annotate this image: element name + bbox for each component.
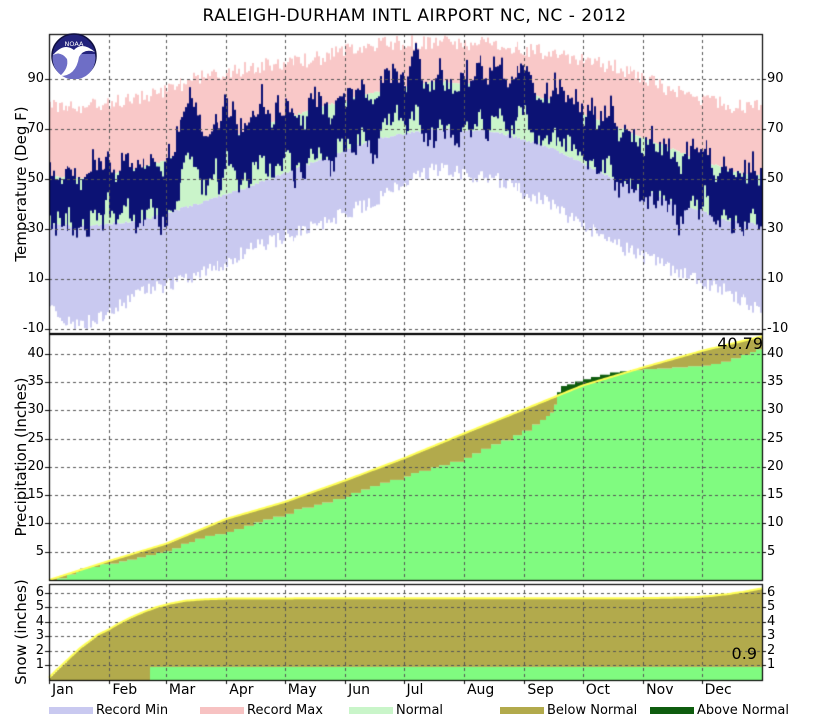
temperature-ytick-label-left: 50	[27, 171, 44, 187]
temperature-ytick-label-left: -10	[22, 321, 44, 337]
precipitation-ytick-label-right: 10	[767, 515, 784, 531]
noaa-seagull-icon	[53, 45, 95, 76]
precipitation-ytick-label-left: 20	[27, 458, 44, 474]
legend-item-normal: Normal	[349, 702, 443, 718]
month-label-feb: Feb	[112, 682, 138, 698]
noaa-logo: NOAA	[51, 33, 97, 79]
precip-total-annotation: 40.79	[717, 334, 763, 353]
precipitation-ytick-label-right: 25	[767, 430, 784, 446]
precipitation-ytick-label-right: 40	[767, 345, 784, 361]
legend-label: Record Min	[96, 702, 169, 718]
precipitation-ytick-label-right: 15	[767, 487, 784, 503]
month-label-mar: Mar	[168, 682, 196, 698]
precipitation-ytick-label-right: 30	[767, 402, 784, 418]
snow-ytick-label-right: 3	[767, 628, 776, 644]
temperature-ytick-label-right: 70	[767, 121, 784, 137]
page-title: RALEIGH-DURHAM INTL AIRPORT NC, NC - 201…	[202, 6, 627, 26]
precipitation-ytick-label-left: 40	[27, 345, 44, 361]
month-label-jan: Jan	[52, 682, 74, 698]
legend-item-below-normal: Below Normal	[500, 702, 637, 718]
snow-total-annotation: 0.9	[731, 644, 757, 663]
snow-ytick-label-right: 2	[767, 642, 776, 658]
precipitation-ytick-label-right: 20	[767, 458, 784, 474]
legend-label: Above Normal	[697, 702, 789, 718]
temperature-ytick-label-left: 30	[27, 221, 44, 237]
legend-label: Normal	[396, 702, 444, 718]
legend-swatch	[49, 706, 93, 714]
temperature-ytick-label-left: 90	[27, 71, 44, 87]
snow-ytick-label-left: 2	[35, 642, 44, 658]
snow-ytick-label-left: 5	[35, 599, 44, 615]
legend-swatch	[500, 706, 544, 714]
snow-ytick-label-right: 5	[767, 599, 776, 615]
snow-ytick-label-right: 1	[767, 657, 776, 673]
month-label-sep: Sep	[527, 682, 554, 698]
temperature-ytick-label-right: 90	[767, 71, 784, 87]
temperature-ytick-label-left: 10	[27, 271, 44, 287]
precipitation-ytick-label-left: 35	[27, 374, 44, 390]
snow-ytick-label-right: 4	[767, 613, 776, 629]
month-label-nov: Nov	[646, 682, 674, 698]
month-label-apr: Apr	[229, 682, 254, 698]
precipitation-ytick-label-left: 5	[35, 543, 44, 559]
precipitation-ytick-label-left: 30	[27, 402, 44, 418]
precipitation-ytick-label-right: 35	[767, 374, 784, 390]
noaa-logo-text: NOAA	[65, 40, 84, 48]
legend-item-record-max: Record Max	[200, 702, 323, 718]
snow-ytick-label-left: 1	[35, 657, 44, 673]
temperature-ytick-label-right: -10	[767, 321, 789, 337]
legend-item-record-min: Record Min	[49, 702, 168, 718]
month-label-jul: Jul	[406, 682, 424, 698]
month-label-dec: Dec	[704, 682, 732, 698]
precipitation-ytick-label-left: 25	[27, 430, 44, 446]
snow-ytick-label-left: 3	[35, 628, 44, 644]
temperature-ytick-label-left: 70	[27, 121, 44, 137]
temperature-ytick-label-right: 50	[767, 171, 784, 187]
legend-label: Below Normal	[547, 702, 638, 718]
legend-swatch	[200, 706, 244, 714]
legend-item-above-normal: Above Normal	[650, 702, 789, 718]
temperature-ytick-label-right: 30	[767, 221, 784, 237]
snow-ytick-label-left: 4	[35, 613, 44, 629]
snow-ytick-label-right: 6	[767, 584, 776, 600]
month-label-aug: Aug	[466, 682, 495, 698]
temperature-ytick-label-right: 10	[767, 271, 784, 287]
legend-swatch	[650, 706, 694, 714]
month-label-oct: Oct	[585, 682, 610, 698]
snow-ytick-label-left: 6	[35, 584, 44, 600]
precipitation-ytick-label-right: 5	[767, 543, 776, 559]
legend-swatch	[349, 706, 393, 714]
legend-label: Record Max	[247, 702, 323, 718]
month-label-may: May	[287, 682, 317, 698]
precipitation-ytick-label-left: 10	[27, 515, 44, 531]
month-label-jun: Jun	[348, 682, 370, 698]
precipitation-ytick-label-left: 15	[27, 487, 44, 503]
